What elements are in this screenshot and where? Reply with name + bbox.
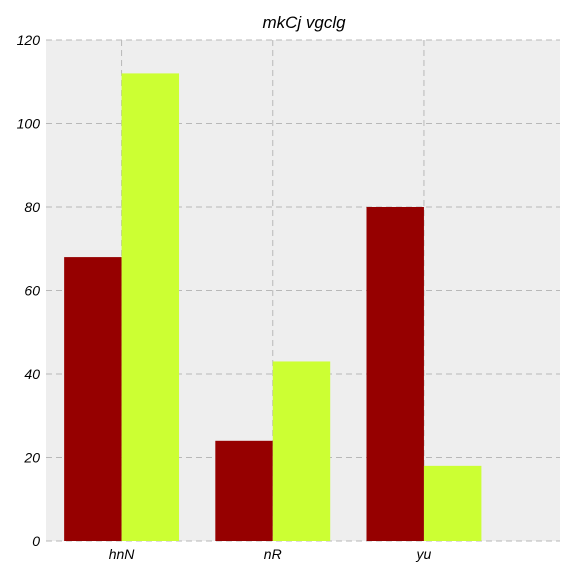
bar-series2-nR — [273, 361, 330, 541]
y-tick-label: 40 — [24, 366, 40, 382]
y-tick-label: 0 — [32, 533, 40, 549]
x-axis-ticks: hnN nR yu — [109, 546, 432, 562]
y-tick-label: 100 — [17, 116, 41, 132]
x-tick-label: nR — [264, 546, 282, 562]
bar-series1-hnN — [64, 257, 121, 541]
bar-series2-yu — [424, 466, 481, 541]
y-tick-label: 60 — [24, 283, 40, 299]
y-axis-ticks: 0 20 40 60 80 100 120 — [17, 32, 41, 549]
bar-series1-yu — [366, 207, 423, 541]
x-tick-label: hnN — [109, 546, 136, 562]
y-tick-label: 20 — [23, 450, 40, 466]
x-tick-label: yu — [416, 546, 432, 562]
bar-series1-nR — [215, 441, 272, 541]
chart-title: mkCj vgclg — [262, 13, 346, 32]
y-tick-label: 120 — [17, 32, 41, 48]
y-tick-label: 80 — [24, 199, 40, 215]
bar-series2-hnN — [122, 73, 179, 541]
